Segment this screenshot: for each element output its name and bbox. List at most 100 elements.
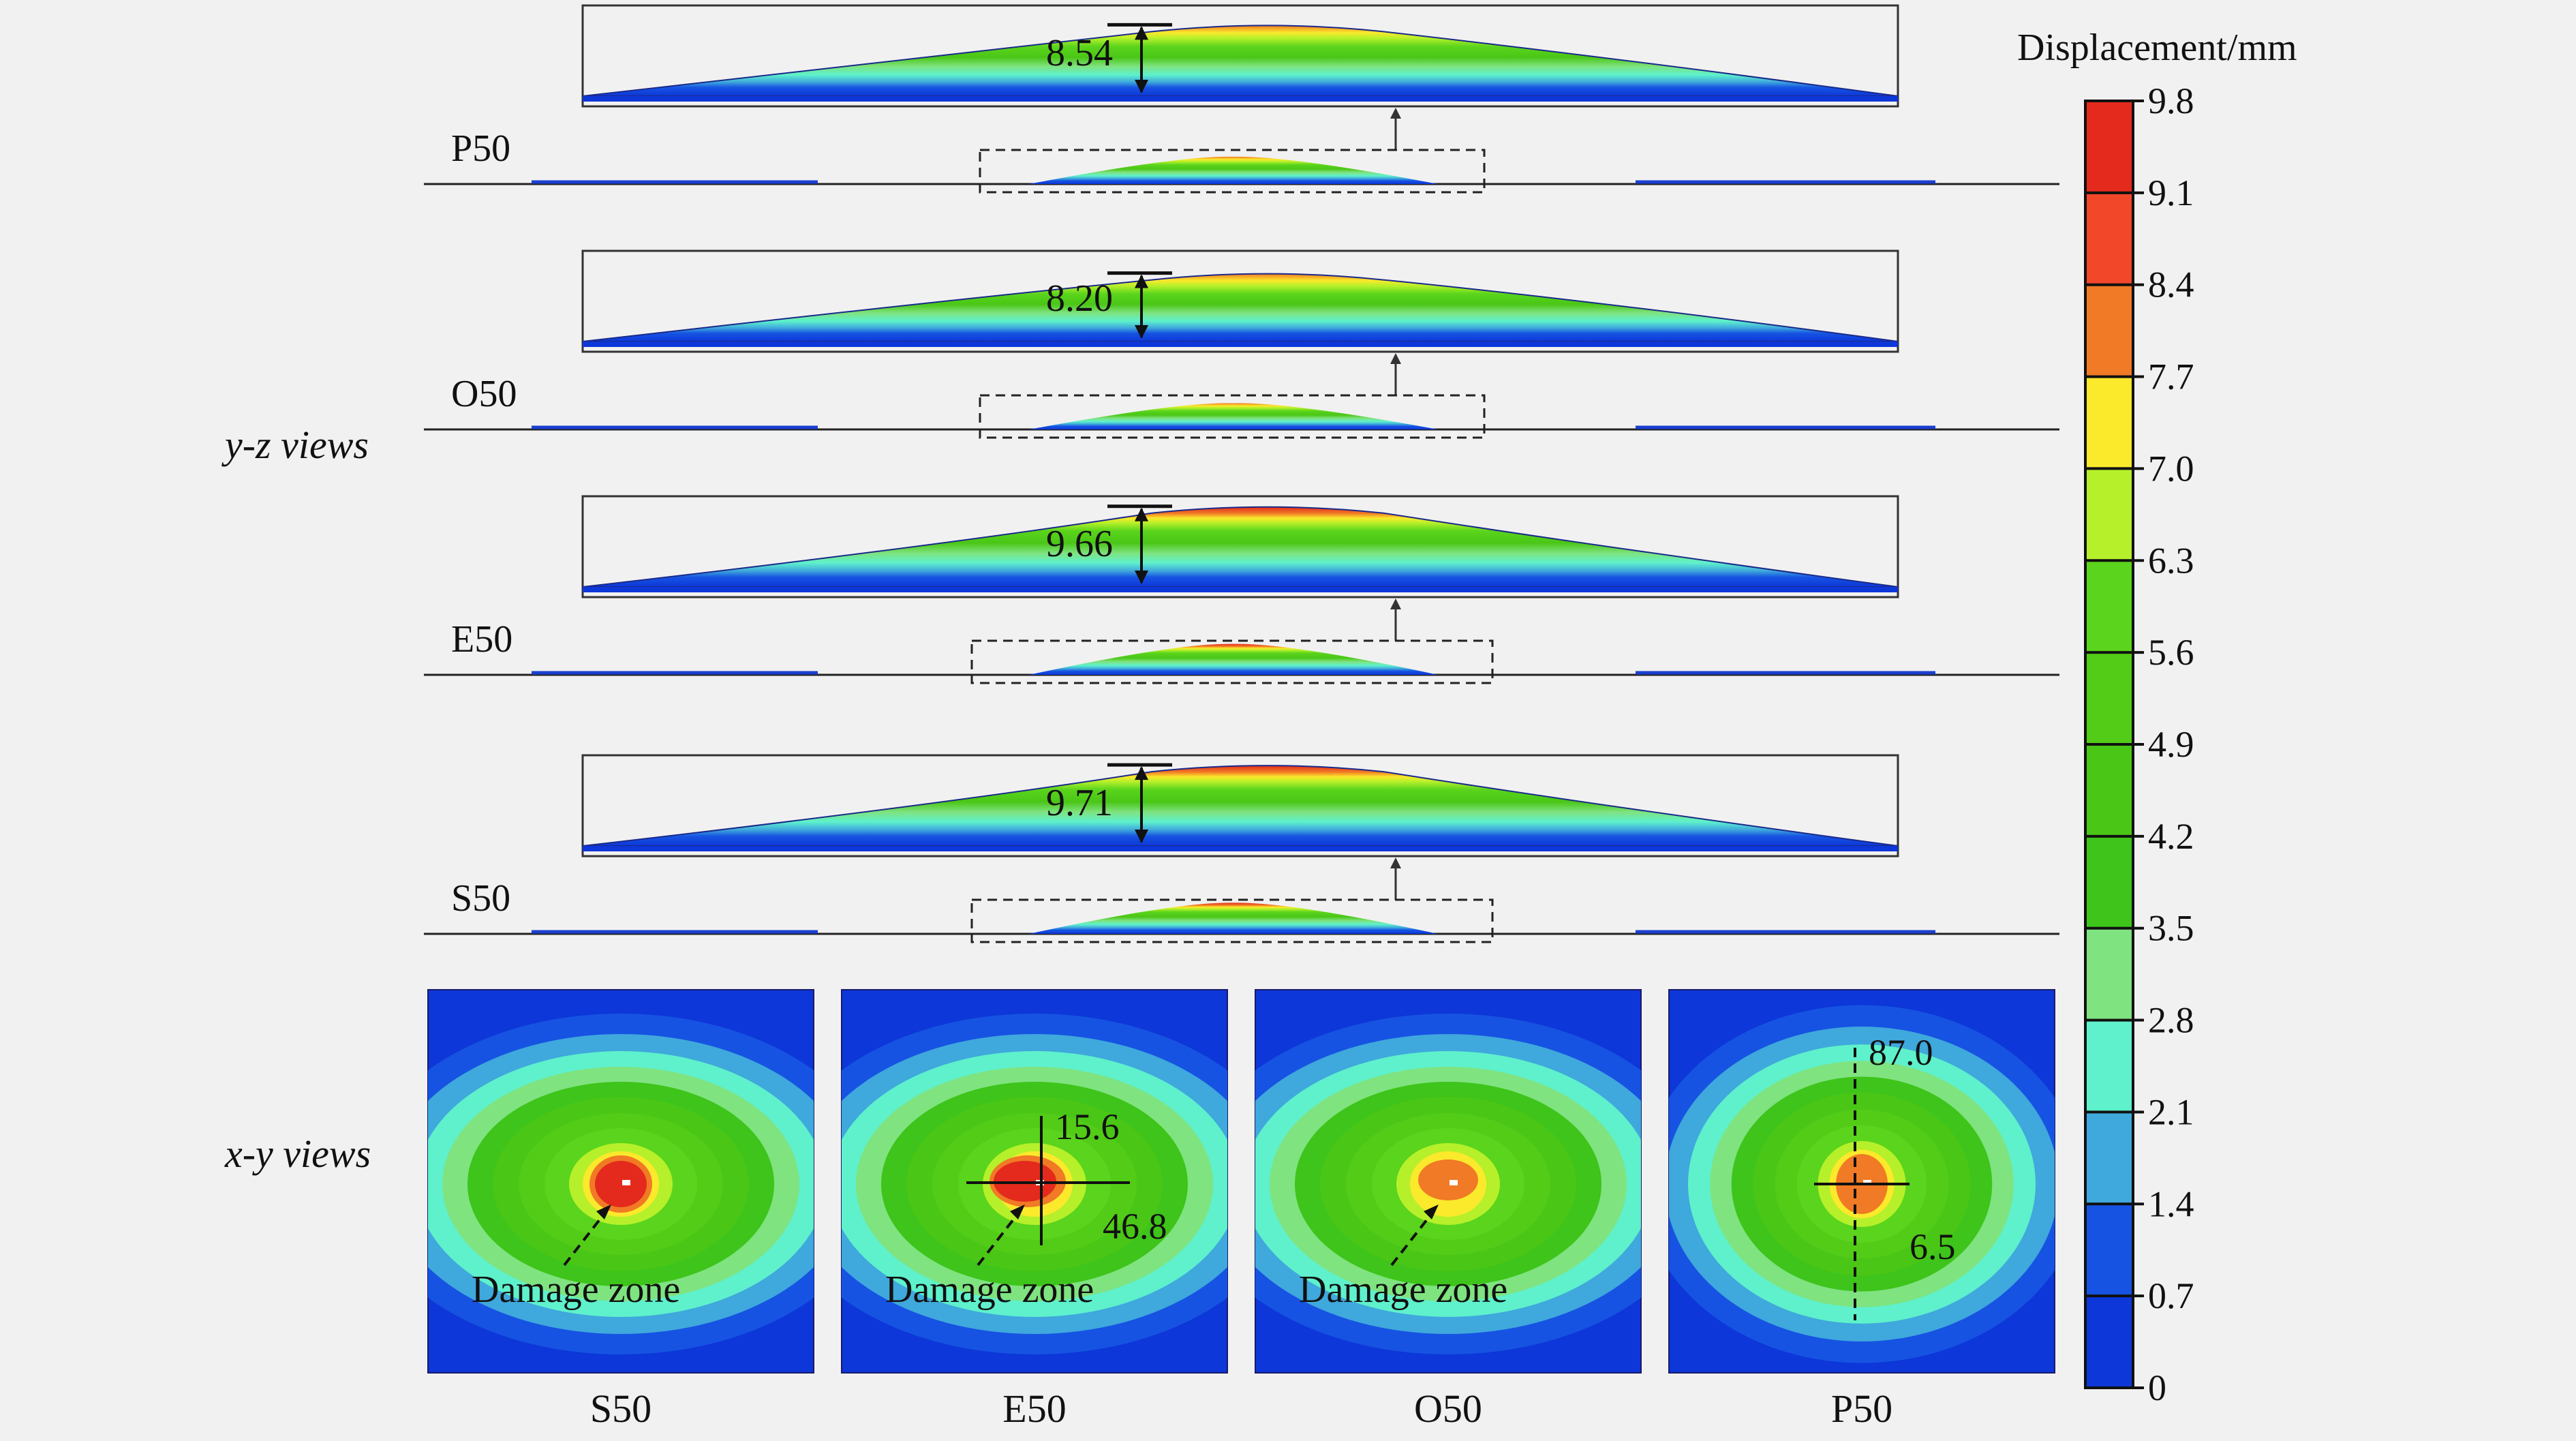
- damage-arrow: [1390, 1209, 1436, 1266]
- colorbar-band: [2085, 744, 2133, 836]
- colorbar-band: [2085, 1020, 2133, 1112]
- zoom-box: [970, 898, 1494, 943]
- colorbar-tick-label: 2.1: [2148, 1091, 2194, 1132]
- yz-mound: [582, 25, 1899, 97]
- colorbar-band: [2085, 1296, 2133, 1388]
- colorbar-band: [2085, 468, 2133, 561]
- xy-case-label: P50: [1831, 1386, 1892, 1431]
- yz-mound: [582, 273, 1899, 342]
- zoom-connector-arrow: [1390, 858, 1401, 868]
- xy-case-label: E50: [1002, 1386, 1066, 1431]
- overview-mound: [1029, 156, 1438, 184]
- xy-contours: [1255, 1014, 1641, 1354]
- colorbar-band: [2085, 836, 2133, 928]
- colorbar-band: [2085, 1204, 2133, 1296]
- colorbar-tick-label: 9.1: [2148, 172, 2194, 213]
- case-label: O50: [451, 373, 517, 415]
- peak-value: 9.71: [1046, 782, 1113, 824]
- colorbar-tick-label: 8.4: [2148, 264, 2194, 305]
- yz-mound: [582, 506, 1899, 588]
- colorbar-tick-label: 1.4: [2148, 1183, 2194, 1224]
- peak-arrow-up: [1135, 507, 1148, 521]
- zoom-box: [970, 639, 1494, 684]
- xy-section-label: x-y views: [224, 1132, 371, 1176]
- xy-view-p50: 87.0 6.5 P50: [1668, 989, 2055, 1431]
- yz-view-s50: 9.71 S50: [424, 754, 2059, 943]
- colorbar-tick-label: 5.6: [2148, 632, 2194, 673]
- peak-arrow-down: [1135, 325, 1148, 339]
- zoom-box: [979, 149, 1486, 194]
- peak-value: 8.54: [1046, 32, 1113, 74]
- yz-view-o50: 8.20 O50: [424, 249, 2059, 439]
- xy-view-s50: Damage zone S50: [427, 989, 814, 1431]
- damage-mark: [1450, 1180, 1458, 1185]
- peak-arrow-down: [1135, 80, 1148, 93]
- colorbar-tick-label: 4.2: [2148, 816, 2194, 857]
- peak-arrow-down: [1135, 571, 1148, 584]
- peak-arrow-up: [1135, 26, 1148, 40]
- yz-view-p50: 8.54 P50: [424, 4, 2059, 194]
- dim-label: 87.0: [1869, 1032, 1933, 1073]
- peak-value: 9.66: [1046, 523, 1113, 565]
- colorbar-tick-label: 7.0: [2148, 448, 2194, 489]
- peak-arrow-down: [1135, 830, 1148, 843]
- colorbar-tick-label: 0: [2148, 1367, 2166, 1408]
- colorbar-band: [2085, 1112, 2133, 1204]
- zoom-connector-arrow: [1390, 598, 1401, 609]
- damage-arrowhead: [1010, 1204, 1025, 1219]
- case-label: P50: [451, 127, 510, 170]
- damage-arrowhead: [596, 1204, 611, 1219]
- overview-mound: [1029, 902, 1438, 934]
- xy-contours: [428, 1014, 814, 1354]
- xy-case-label: S50: [590, 1386, 651, 1431]
- damage-arrow: [977, 1209, 1022, 1266]
- dim-label: 46.8: [1103, 1206, 1167, 1247]
- dim-label: 6.5: [1910, 1226, 1956, 1267]
- colorbar-tick-label: 7.7: [2148, 357, 2194, 397]
- zoom-connector-arrow: [1390, 108, 1401, 119]
- colorbar-tick-label: 0.7: [2148, 1275, 2194, 1316]
- case-label: S50: [451, 877, 510, 920]
- colorbar-tick-label: 2.8: [2148, 1000, 2194, 1041]
- zoom-connector-arrow: [1390, 353, 1401, 364]
- colorbar-ticks: 9.8 9.1 8.4 7.7 7.0 6.3 5.6 4.9 4.2 3.5 2.8 2.1 1.4 0…: [2085, 80, 2194, 1408]
- overview-mound: [1029, 643, 1438, 675]
- zoom-box: [979, 394, 1486, 439]
- damage-arrowhead: [1424, 1204, 1439, 1219]
- core-inner: [595, 1161, 647, 1207]
- colorbar-tick-label: 4.9: [2148, 724, 2194, 765]
- peak-arrow-up: [1135, 274, 1148, 288]
- colorbar-band: [2085, 560, 2133, 653]
- colorbar-tick-label: 9.8: [2148, 80, 2194, 121]
- colorbar-band: [2085, 101, 2133, 193]
- dim-label: 15.6: [1055, 1106, 1120, 1147]
- yz-section-label: y-z views: [221, 423, 369, 467]
- case-label: E50: [451, 618, 512, 661]
- yz-views: 8.54 P50 8.20 O50 9.66 E50 9.71 S50: [424, 4, 2059, 943]
- colorbar-band: [2085, 652, 2133, 744]
- xy-view-o50: Damage zone O50: [1255, 989, 1642, 1431]
- damage-mark: [622, 1180, 630, 1185]
- colorbar-band: [2085, 192, 2133, 285]
- colorbar-band: [2085, 284, 2133, 377]
- yz-view-e50: 9.66 E50: [424, 495, 2059, 684]
- colorbar-bands: [2084, 100, 2134, 1389]
- displacement-colorbar: Displacement/mm 9.8 9.1 8.4 7.7 7.0 6.3 5.6 4.9…: [2017, 27, 2297, 1408]
- damage-zone-label: Damage zone: [885, 1269, 1094, 1311]
- yz-mound: [582, 765, 1899, 847]
- xy-case-label: O50: [1414, 1386, 1482, 1431]
- damage-zone-label: Damage zone: [472, 1269, 680, 1311]
- colorbar-band: [2085, 928, 2133, 1020]
- overview-mound: [1029, 403, 1438, 429]
- peak-arrow-up: [1135, 766, 1148, 780]
- colorbar-title: Displacement/mm: [2017, 27, 2297, 69]
- core-inner: [1418, 1159, 1478, 1200]
- colorbar-tick-label: 6.3: [2148, 540, 2194, 581]
- damage-zone-label: Damage zone: [1299, 1269, 1507, 1311]
- peak-value: 8.20: [1046, 277, 1113, 320]
- damage-arrow: [563, 1209, 609, 1266]
- xy-view-e50: Damage zone 15.6 46.8 E50: [841, 989, 1228, 1431]
- colorbar-tick-label: 3.5: [2148, 908, 2194, 949]
